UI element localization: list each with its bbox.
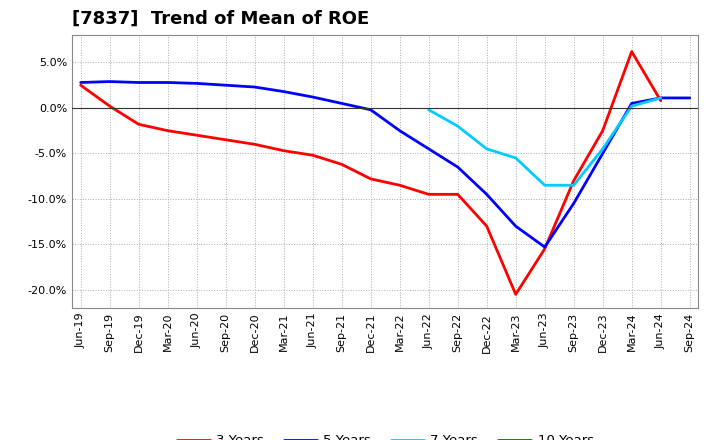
3 Years	[657, 98, 665, 103]
3 Years	[76, 83, 85, 88]
3 Years	[135, 122, 143, 127]
Line: 3 Years: 3 Years	[81, 51, 661, 294]
5 Years	[105, 79, 114, 84]
Legend: 3 Years, 5 Years, 7 Years, 10 Years: 3 Years, 5 Years, 7 Years, 10 Years	[171, 429, 599, 440]
3 Years	[395, 183, 404, 188]
3 Years	[541, 246, 549, 252]
3 Years	[251, 142, 259, 147]
3 Years	[627, 49, 636, 54]
5 Years	[135, 80, 143, 85]
3 Years	[105, 103, 114, 109]
3 Years	[308, 153, 317, 158]
Text: [7837]  Trend of Mean of ROE: [7837] Trend of Mean of ROE	[72, 10, 369, 28]
3 Years	[454, 192, 462, 197]
3 Years	[279, 148, 288, 153]
5 Years	[251, 84, 259, 90]
Line: 5 Years: 5 Years	[81, 81, 690, 247]
5 Years	[395, 128, 404, 133]
3 Years	[482, 224, 491, 229]
5 Years	[279, 89, 288, 94]
5 Years	[482, 192, 491, 197]
5 Years	[454, 165, 462, 170]
3 Years	[338, 161, 346, 167]
5 Years	[163, 80, 172, 85]
5 Years	[598, 151, 607, 156]
3 Years	[192, 132, 201, 138]
Line: 7 Years: 7 Years	[428, 98, 661, 185]
5 Years	[308, 95, 317, 100]
5 Years	[657, 95, 665, 101]
3 Years	[598, 128, 607, 133]
7 Years	[541, 183, 549, 188]
3 Years	[511, 292, 520, 297]
7 Years	[511, 155, 520, 161]
5 Years	[685, 95, 694, 101]
7 Years	[598, 146, 607, 151]
3 Years	[424, 192, 433, 197]
5 Years	[192, 81, 201, 86]
7 Years	[482, 146, 491, 151]
5 Years	[76, 80, 85, 85]
3 Years	[366, 176, 375, 182]
5 Years	[221, 83, 230, 88]
3 Years	[221, 137, 230, 143]
5 Years	[338, 101, 346, 106]
7 Years	[570, 183, 578, 188]
7 Years	[454, 124, 462, 129]
3 Years	[570, 178, 578, 183]
5 Years	[424, 146, 433, 151]
5 Years	[511, 224, 520, 229]
5 Years	[627, 101, 636, 106]
7 Years	[657, 95, 665, 101]
5 Years	[570, 201, 578, 206]
5 Years	[366, 107, 375, 112]
5 Years	[541, 245, 549, 250]
3 Years	[163, 128, 172, 133]
7 Years	[627, 103, 636, 109]
7 Years	[424, 107, 433, 112]
